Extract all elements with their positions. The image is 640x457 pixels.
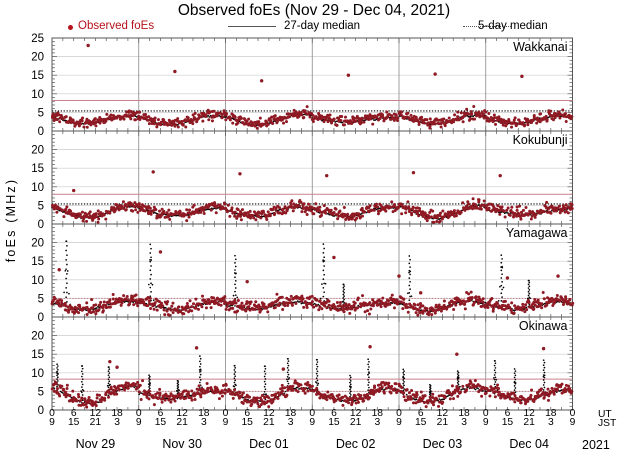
svg-text:5: 5 <box>38 386 44 398</box>
svg-text:15: 15 <box>31 349 44 361</box>
svg-text:Okinawa: Okinawa <box>519 319 568 333</box>
svg-text:20: 20 <box>31 331 44 343</box>
svg-text:10: 10 <box>31 368 44 380</box>
